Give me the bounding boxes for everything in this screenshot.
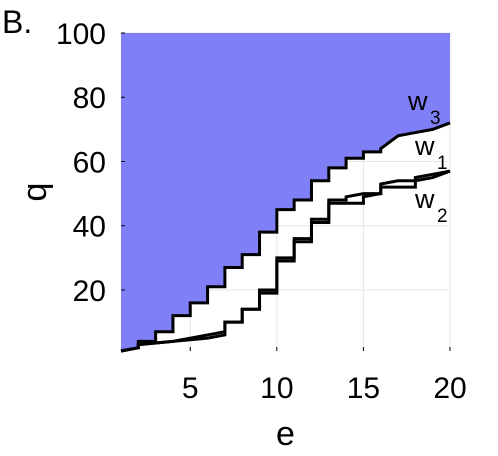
y-tick-label: 100 — [56, 18, 106, 51]
y-tick-label: 20 — [73, 275, 106, 308]
y-tick-label: 80 — [73, 82, 106, 115]
x-axis-label: e — [276, 415, 295, 453]
y-axis-label: q — [16, 183, 54, 202]
x-tick-label: 20 — [433, 372, 466, 405]
x-tick-label: 5 — [182, 372, 199, 405]
panel-label: B. — [2, 4, 33, 40]
series-label-w2: w — [414, 184, 435, 214]
x-tick-label: 15 — [347, 372, 380, 405]
y-tick-label: 60 — [73, 146, 106, 179]
series-line-w2 — [120, 169, 451, 353]
series-line-w3 — [120, 121, 451, 353]
series-label-w3: w — [407, 86, 428, 116]
series-label-sub-w1: 1 — [437, 153, 448, 174]
series-label-w1: w — [414, 131, 435, 161]
series-label-sub-w3: 3 — [430, 108, 441, 129]
x-tick-label: 10 — [260, 372, 293, 405]
series-label-sub-w2: 2 — [437, 206, 448, 227]
filled-region — [121, 33, 450, 351]
y-tick-label: 40 — [73, 211, 106, 244]
